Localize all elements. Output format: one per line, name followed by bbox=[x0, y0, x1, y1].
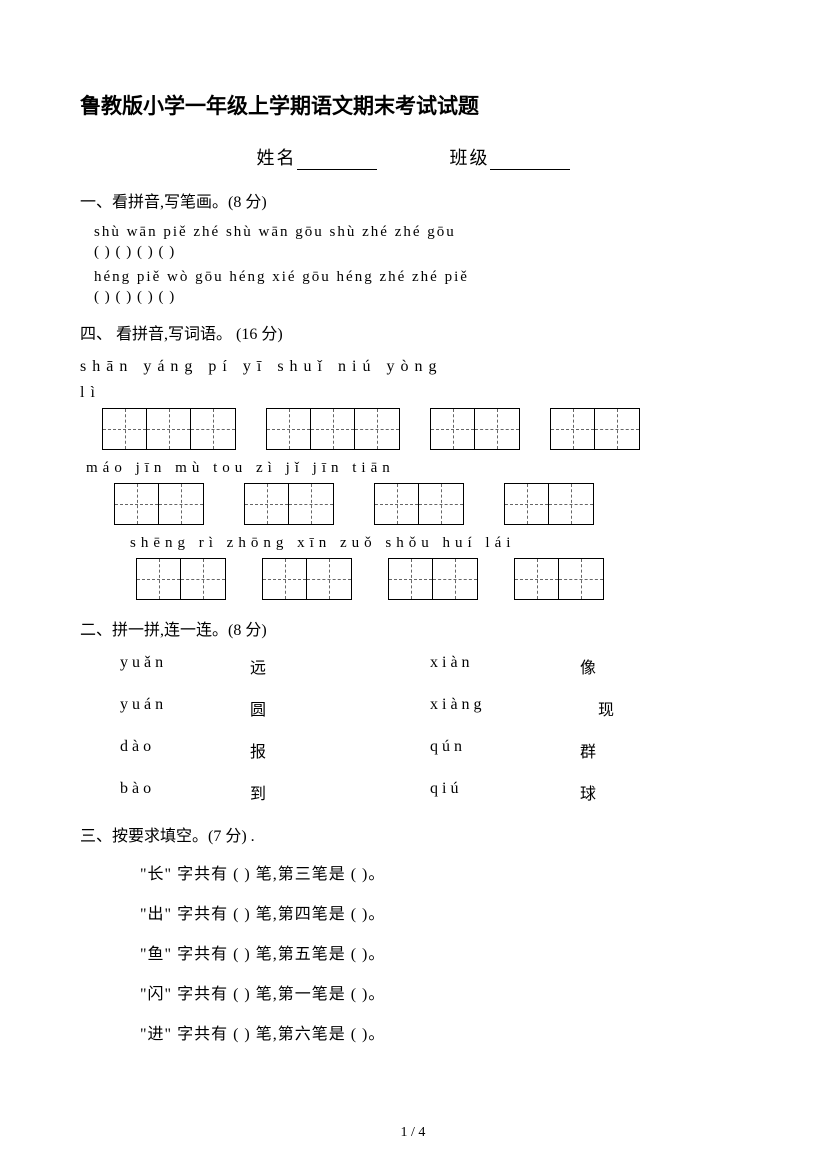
match-char: 像 bbox=[580, 654, 640, 678]
page-title: 鲁教版小学一年级上学期语文期末考试试题 bbox=[80, 90, 746, 120]
match-char: 圆 bbox=[250, 696, 430, 720]
match-char: 到 bbox=[250, 780, 430, 804]
page-number: 1 / 4 bbox=[0, 1125, 826, 1141]
char-box[interactable] bbox=[266, 408, 400, 450]
match-pinyin: xiàn bbox=[430, 654, 580, 678]
match-char: 远 bbox=[250, 654, 430, 678]
match-row[interactable]: yuǎn 远 xiàn 像 bbox=[120, 654, 746, 678]
match-char: 现 bbox=[580, 696, 640, 720]
section1-pinyin-row2: héng piě wò gōu héng xié gōu héng zhé zh… bbox=[94, 265, 746, 289]
name-class-line: 姓名 班级 bbox=[80, 144, 746, 170]
char-box[interactable] bbox=[244, 483, 334, 525]
section4-pinyin2: máo jīn mù tou zì jǐ jīn tiān bbox=[86, 460, 746, 477]
match-pinyin: yuǎn bbox=[120, 654, 250, 678]
section2-header: 二、拼一拼,连一连。(8 分) bbox=[80, 616, 746, 640]
section1-paren-row2[interactable]: ( ) ( ) ( ) ( ) bbox=[94, 289, 746, 306]
section1-paren-row1[interactable]: ( ) ( ) ( ) ( ) bbox=[94, 244, 746, 261]
match-pinyin: xiàng bbox=[430, 696, 580, 720]
match-pinyin: qiú bbox=[430, 780, 580, 804]
class-label: 班级 bbox=[450, 148, 490, 168]
char-box[interactable] bbox=[374, 483, 464, 525]
section4-pinyin3: shēng rì zhōng xīn zuǒ shǒu huí lái bbox=[130, 535, 746, 552]
char-box[interactable] bbox=[102, 408, 236, 450]
fill-line[interactable]: "鱼" 字共有 ( ) 笔,第五笔是 ( )。 bbox=[140, 940, 746, 964]
name-blank[interactable] bbox=[297, 152, 377, 170]
match-pinyin: dào bbox=[120, 738, 250, 762]
section1-pinyin-row1: shù wān piě zhé shù wān gōu shù zhé zhé … bbox=[94, 220, 746, 244]
match-pinyin: bào bbox=[120, 780, 250, 804]
section4-pinyin1: shān yáng pí yī shuǐ niú yòng bbox=[80, 358, 746, 376]
section4-pinyin1b: lì bbox=[80, 384, 746, 402]
fill-line[interactable]: "长" 字共有 ( ) 笔,第三笔是 ( )。 bbox=[140, 860, 746, 884]
section2-table: yuǎn 远 xiàn 像 yuán 圆 xiàng 现 dào 报 qún 群… bbox=[120, 654, 746, 804]
section1-header: 一、看拼音,写笔画。(8 分) bbox=[80, 188, 746, 212]
char-box[interactable] bbox=[550, 408, 640, 450]
section3-header: 三、按要求填空。(7 分) . bbox=[80, 822, 746, 846]
fill-line[interactable]: "闪" 字共有 ( ) 笔,第一笔是 ( )。 bbox=[140, 980, 746, 1004]
match-row[interactable]: bào 到 qiú 球 bbox=[120, 780, 746, 804]
match-pinyin: qún bbox=[430, 738, 580, 762]
char-box[interactable] bbox=[262, 558, 352, 600]
section4-boxes1 bbox=[102, 408, 746, 450]
fill-line[interactable]: "进" 字共有 ( ) 笔,第六笔是 ( )。 bbox=[140, 1020, 746, 1044]
char-box[interactable] bbox=[136, 558, 226, 600]
match-char: 群 bbox=[580, 738, 640, 762]
char-box[interactable] bbox=[430, 408, 520, 450]
name-label: 姓名 bbox=[257, 148, 297, 168]
match-char: 球 bbox=[580, 780, 640, 804]
section4-header: 四、 看拼音,写词语。 (16 分) bbox=[80, 320, 746, 344]
fill-line[interactable]: "出" 字共有 ( ) 笔,第四笔是 ( )。 bbox=[140, 900, 746, 924]
class-blank[interactable] bbox=[490, 152, 570, 170]
section4-boxes2 bbox=[114, 483, 746, 525]
match-row[interactable]: dào 报 qún 群 bbox=[120, 738, 746, 762]
char-box[interactable] bbox=[504, 483, 594, 525]
match-pinyin: yuán bbox=[120, 696, 250, 720]
char-box[interactable] bbox=[114, 483, 204, 525]
match-char: 报 bbox=[250, 738, 430, 762]
match-row[interactable]: yuán 圆 xiàng 现 bbox=[120, 696, 746, 720]
char-box[interactable] bbox=[514, 558, 604, 600]
section4-boxes3 bbox=[136, 558, 746, 600]
char-box[interactable] bbox=[388, 558, 478, 600]
